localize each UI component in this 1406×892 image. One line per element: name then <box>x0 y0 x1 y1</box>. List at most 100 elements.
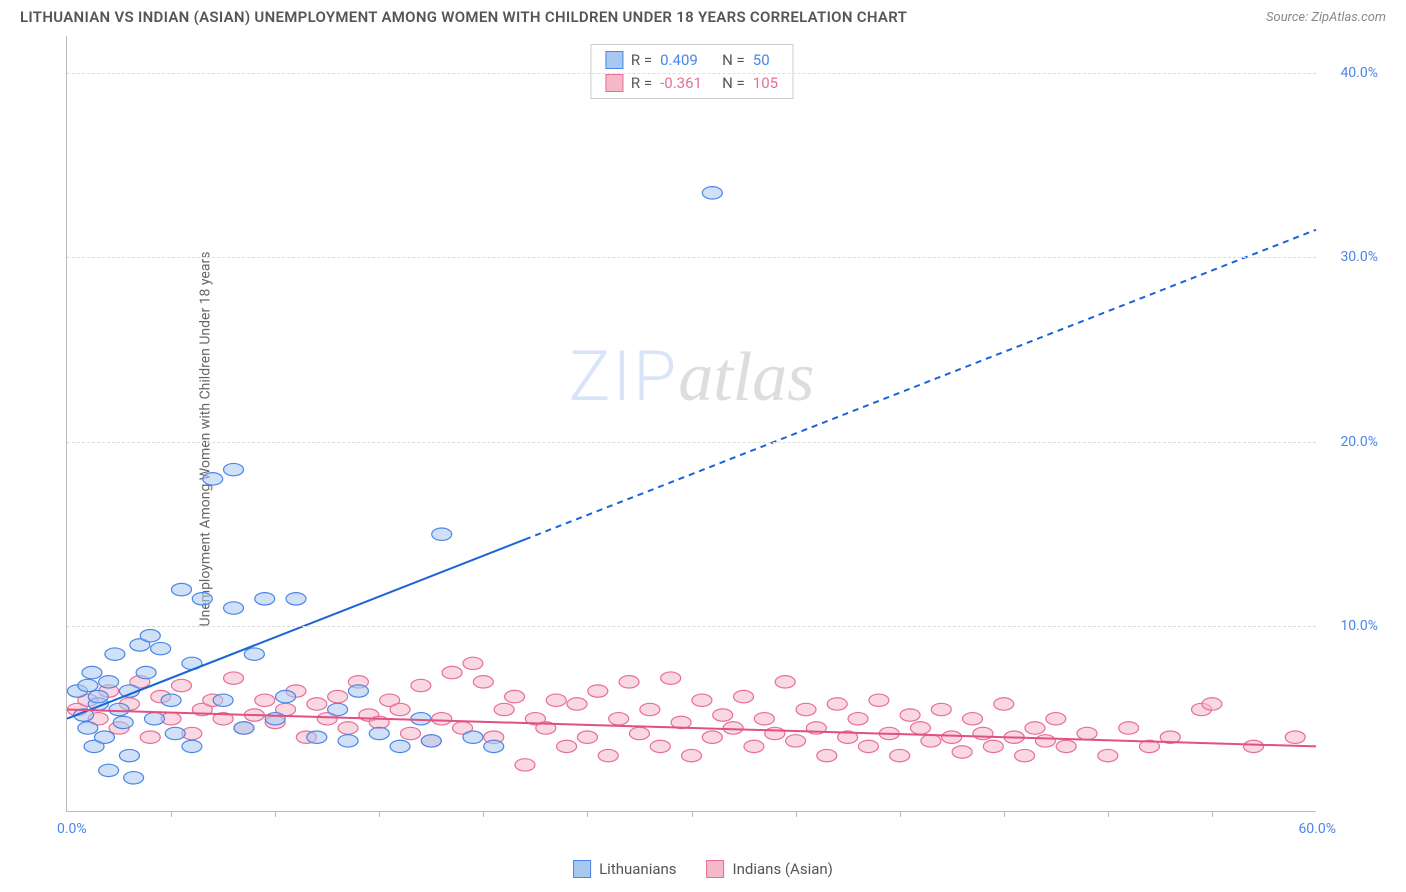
scatter-point <box>411 713 431 725</box>
scatter-point <box>1119 722 1139 734</box>
n-label: N = <box>722 72 745 95</box>
scatter-point <box>224 463 244 475</box>
x-tick-mark <box>1004 811 1005 817</box>
x-tick-mark <box>171 811 172 817</box>
scatter-point <box>890 749 910 761</box>
scatter-point <box>94 731 114 743</box>
x-tick-mark <box>483 811 484 817</box>
scatter-point <box>203 473 223 485</box>
scatter-point <box>213 694 233 706</box>
scatter-point <box>702 731 722 743</box>
scatter-point <box>165 727 185 739</box>
gridline <box>67 73 1316 74</box>
scatter-point <box>557 740 577 752</box>
scatter-point <box>567 698 587 710</box>
scatter-point <box>775 676 795 688</box>
scatter-point <box>338 735 358 747</box>
y-tick-label: 10.0% <box>1340 618 1378 634</box>
scatter-point <box>109 703 129 715</box>
scatter-point <box>1056 740 1076 752</box>
x-tick-mark <box>900 811 901 817</box>
scatter-point <box>702 187 722 199</box>
n-label: N = <box>722 49 745 72</box>
scatter-point <box>723 722 743 734</box>
scatter-point <box>119 749 139 761</box>
scatter-point <box>588 685 608 697</box>
scatter-point <box>765 727 785 739</box>
scatter-point <box>432 713 452 725</box>
x-tick-mark <box>1212 811 1213 817</box>
scatter-point <box>796 703 816 715</box>
scatter-point <box>650 740 670 752</box>
r-value: -0.361 <box>660 72 714 95</box>
r-label: R = <box>631 72 652 95</box>
scatter-point <box>192 593 212 605</box>
legend-item: Indians (Asian) <box>707 860 833 878</box>
scatter-point <box>640 703 660 715</box>
scatter-point <box>140 731 160 743</box>
chart-title: LITHUANIAN VS INDIAN (ASIAN) UNEMPLOYMEN… <box>20 8 907 26</box>
scatter-point <box>931 703 951 715</box>
legend-label: Indians (Asian) <box>733 860 833 878</box>
scatter-point <box>994 698 1014 710</box>
scatter-point <box>390 740 410 752</box>
scatter-point <box>973 727 993 739</box>
legend-label: Lithuanians <box>599 860 676 878</box>
n-value: 105 <box>753 72 778 95</box>
scatter-point <box>124 772 144 784</box>
scatter-point <box>442 666 462 678</box>
x-tick-mark <box>275 811 276 817</box>
scatter-point <box>463 731 483 743</box>
scatter-point <box>817 749 837 761</box>
n-value: 50 <box>753 49 770 72</box>
scatter-point <box>598 749 618 761</box>
scatter-point <box>983 740 1003 752</box>
scatter-point <box>151 642 171 654</box>
scatter-point <box>900 709 920 721</box>
scatter-point <box>1035 735 1055 747</box>
scatter-point <box>661 672 681 684</box>
plot-svg <box>67 36 1316 811</box>
scatter-point <box>754 713 774 725</box>
scatter-point <box>265 713 285 725</box>
r-value: 0.409 <box>660 49 714 72</box>
scatter-point <box>171 679 191 691</box>
scatter-point <box>484 740 504 752</box>
y-tick-label: 20.0% <box>1340 434 1378 450</box>
scatter-point <box>286 593 306 605</box>
scatter-point <box>78 722 98 734</box>
scatter-point <box>869 694 889 706</box>
gridline <box>67 442 1316 443</box>
legend: Lithuanians Indians (Asian) <box>573 860 833 878</box>
scatter-point <box>473 676 493 688</box>
scatter-point <box>858 740 878 752</box>
scatter-point <box>78 679 98 691</box>
scatter-point <box>629 727 649 739</box>
scatter-point <box>99 676 119 688</box>
trend-line-extrapolated <box>525 230 1316 540</box>
y-tick-label: 40.0% <box>1340 65 1378 81</box>
scatter-point <box>105 648 125 660</box>
scatter-point <box>276 690 296 702</box>
scatter-point <box>619 676 639 688</box>
scatter-point <box>307 698 327 710</box>
scatter-point <box>692 694 712 706</box>
scatter-point <box>505 690 525 702</box>
scatter-point <box>1285 731 1305 743</box>
scatter-point <box>255 694 275 706</box>
chart-area: Unemployment Among Women with Children U… <box>48 36 1386 842</box>
stats-row: R = -0.361 N = 105 <box>605 72 778 95</box>
scatter-point <box>609 713 629 725</box>
scatter-point <box>713 709 733 721</box>
scatter-point <box>99 764 119 776</box>
scatter-point <box>400 727 420 739</box>
scatter-point <box>515 759 535 771</box>
legend-item: Lithuanians <box>573 860 676 878</box>
legend-swatch <box>707 860 725 878</box>
scatter-point <box>1025 722 1045 734</box>
y-tick-label: 30.0% <box>1340 249 1378 265</box>
scatter-point <box>88 690 108 702</box>
scatter-point <box>963 713 983 725</box>
r-label: R = <box>631 49 652 72</box>
scatter-point <box>421 735 441 747</box>
